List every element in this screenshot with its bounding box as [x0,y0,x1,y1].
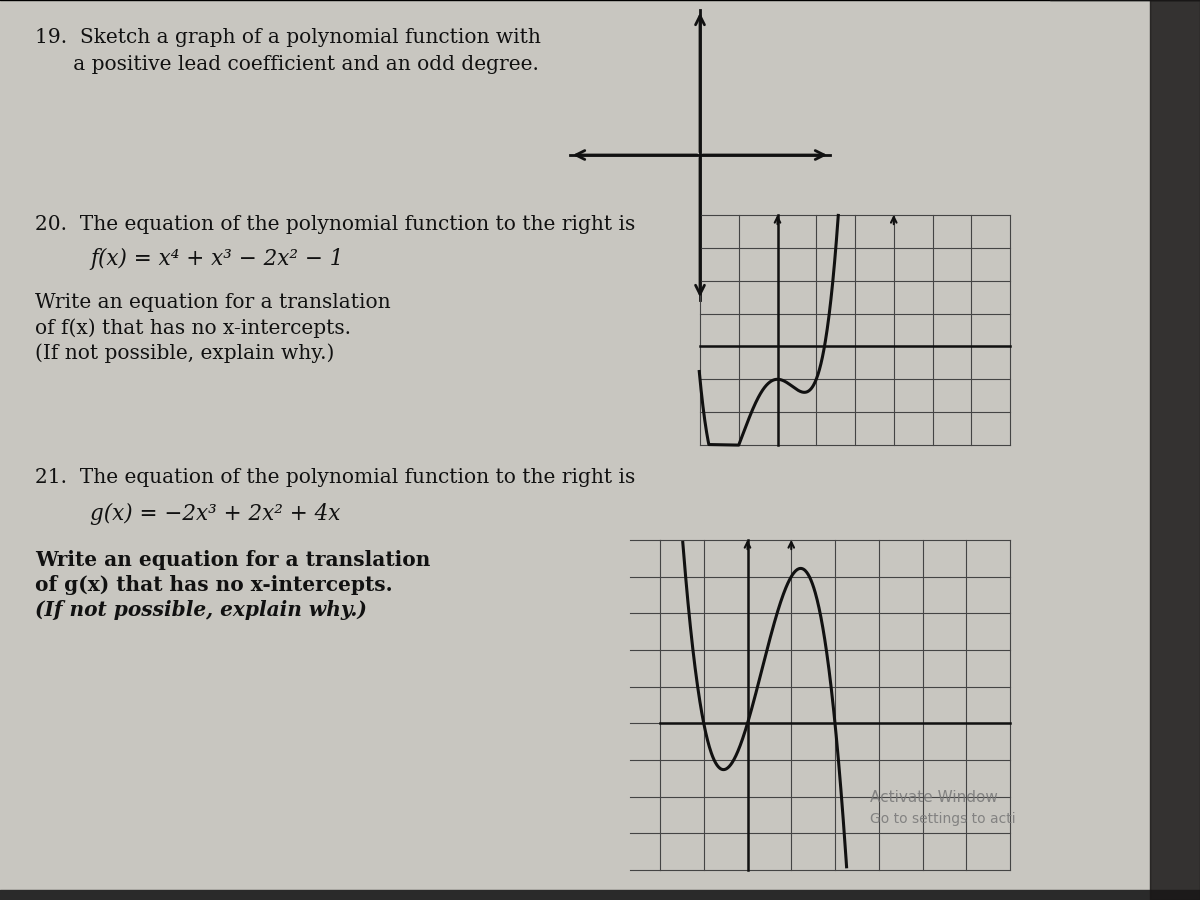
Text: 19.  Sketch a graph of a polynomial function with: 19. Sketch a graph of a polynomial funct… [35,28,541,47]
Text: f(x) = x⁴ + x³ − 2x² − 1: f(x) = x⁴ + x³ − 2x² − 1 [90,248,343,270]
Text: (If not possible, explain why.): (If not possible, explain why.) [35,600,367,620]
Text: g(x) = −2x³ + 2x² + 4x: g(x) = −2x³ + 2x² + 4x [90,503,341,525]
Text: 20.  The equation of the polynomial function to the right is: 20. The equation of the polynomial funct… [35,215,635,234]
Text: a positive lead coefficient and an odd degree.: a positive lead coefficient and an odd d… [35,55,539,74]
Text: Write an equation for a translation: Write an equation for a translation [35,293,391,312]
Text: Activate Window: Activate Window [870,790,998,805]
Text: of f(x) that has no x-intercepts.: of f(x) that has no x-intercepts. [35,318,352,338]
Text: Write an equation for a translation: Write an equation for a translation [35,550,431,570]
Text: of g(x) that has no x-intercepts.: of g(x) that has no x-intercepts. [35,575,392,595]
Text: Go to settings to acti: Go to settings to acti [870,812,1015,826]
Text: (If not possible, explain why.): (If not possible, explain why.) [35,343,335,363]
Text: 21.  The equation of the polynomial function to the right is: 21. The equation of the polynomial funct… [35,468,635,487]
